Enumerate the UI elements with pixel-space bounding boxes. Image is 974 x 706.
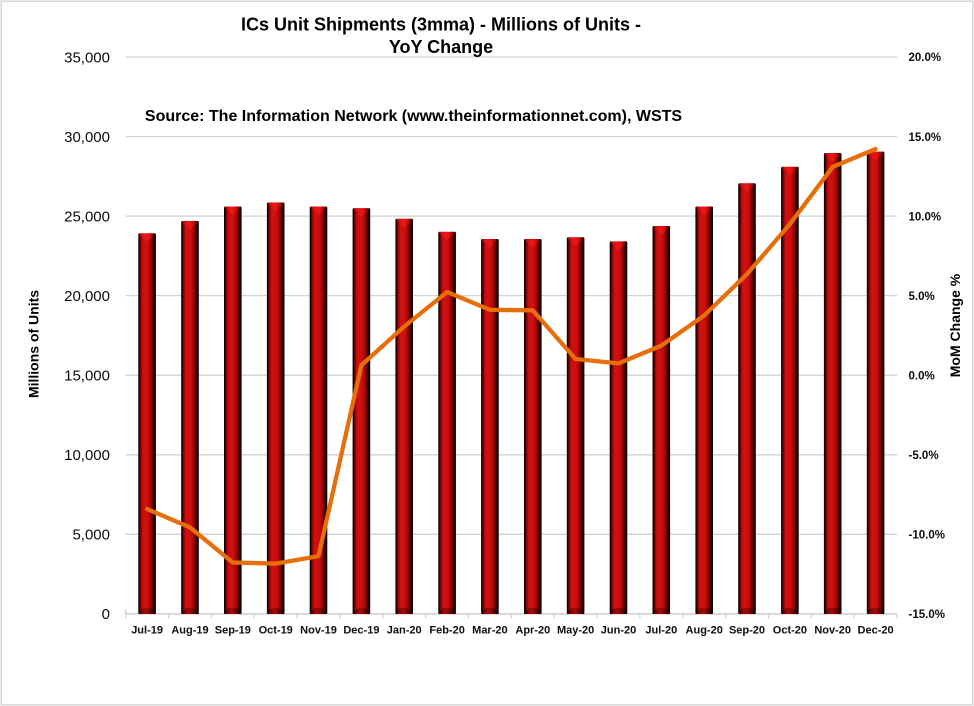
svg-text:ICs Unit Shipments (3mma) - Mi: ICs Unit Shipments (3mma) - Millions of …: [241, 14, 641, 34]
svg-text:0: 0: [102, 606, 110, 623]
svg-text:Mar-20: Mar-20: [472, 625, 507, 637]
svg-text:Oct-19: Oct-19: [259, 625, 293, 637]
svg-text:Nov-20: Nov-20: [814, 625, 851, 637]
svg-text:Sep-20: Sep-20: [729, 625, 765, 637]
svg-text:35,000: 35,000: [64, 49, 110, 66]
svg-text:15.0%: 15.0%: [909, 132, 942, 144]
svg-text:-10.0%: -10.0%: [909, 530, 945, 542]
svg-text:-15.0%: -15.0%: [909, 609, 945, 621]
svg-text:15,000: 15,000: [64, 368, 110, 385]
svg-text:20.0%: 20.0%: [909, 52, 942, 64]
svg-text:Jun-20: Jun-20: [601, 625, 636, 637]
svg-text:20,000: 20,000: [64, 288, 110, 305]
svg-text:Oct-20: Oct-20: [773, 625, 807, 637]
svg-text:25,000: 25,000: [64, 208, 110, 225]
svg-text:30,000: 30,000: [64, 129, 110, 146]
svg-text:Jul-20: Jul-20: [645, 625, 677, 637]
svg-text:YoY Change: YoY Change: [389, 37, 493, 57]
svg-text:Jan-20: Jan-20: [387, 625, 422, 637]
svg-text:Apr-20: Apr-20: [515, 625, 550, 637]
svg-text:Sep-19: Sep-19: [215, 625, 251, 637]
svg-text:0.0%: 0.0%: [909, 370, 935, 382]
svg-text:Jul-19: Jul-19: [131, 625, 163, 637]
svg-text:-5.0%: -5.0%: [909, 450, 939, 462]
svg-text:Source: The Information Networ: Source: The Information Network (www.the…: [145, 108, 683, 125]
svg-text:Millions of Units: Millions of Units: [26, 290, 42, 398]
svg-text:10.0%: 10.0%: [909, 211, 942, 223]
svg-text:May-20: May-20: [557, 625, 594, 637]
svg-text:5,000: 5,000: [72, 527, 110, 544]
svg-text:Dec-20: Dec-20: [858, 625, 894, 637]
svg-text:Feb-20: Feb-20: [429, 625, 464, 637]
svg-text:5.0%: 5.0%: [909, 291, 935, 303]
svg-text:Aug-20: Aug-20: [686, 625, 723, 637]
svg-text:Aug-19: Aug-19: [171, 625, 208, 637]
svg-text:10,000: 10,000: [64, 447, 110, 464]
svg-text:Nov-19: Nov-19: [300, 625, 337, 637]
svg-text:MoM Change %: MoM Change %: [947, 273, 963, 377]
svg-text:Dec-19: Dec-19: [343, 625, 379, 637]
